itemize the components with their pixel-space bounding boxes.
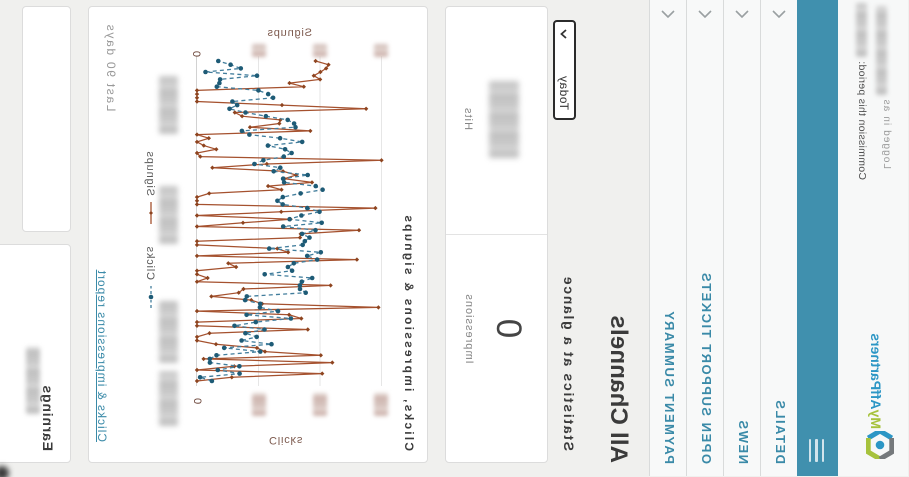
svg-text:Signups: Signups xyxy=(144,151,156,196)
svg-text:Clicks: Clicks xyxy=(144,246,156,280)
